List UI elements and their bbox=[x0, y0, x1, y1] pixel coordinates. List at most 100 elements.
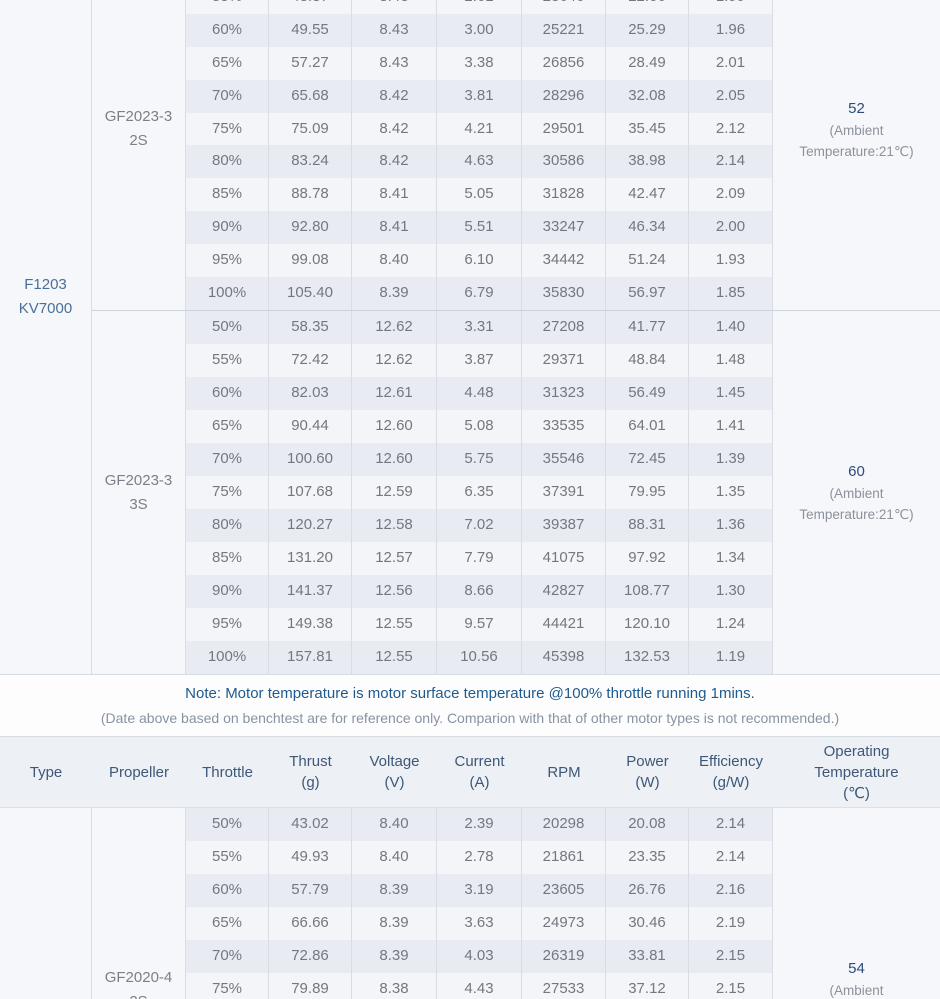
rpm-cell: 23605 bbox=[522, 874, 606, 907]
rpm-cell: 41075 bbox=[522, 542, 606, 575]
current-cell: 3.00 bbox=[437, 13, 522, 47]
current-cell: 4.21 bbox=[437, 112, 522, 146]
efficiency-cell: 1.24 bbox=[689, 608, 773, 641]
efficiency-cell: 2.14 bbox=[689, 808, 773, 841]
current-cell: 3.87 bbox=[437, 344, 522, 377]
propeller-label: GF2020-4 2S bbox=[104, 968, 173, 999]
rpm-cell: 27533 bbox=[522, 973, 606, 999]
table-row: 55% 72.42 12.62 3.87 29371 48.84 1.48 bbox=[186, 344, 773, 377]
voltage-cell: 8.40 bbox=[352, 808, 437, 841]
throttle-cell: 70% bbox=[186, 940, 269, 973]
header-voltage: Voltage (V) bbox=[369, 753, 420, 791]
rpm-cell: 33535 bbox=[522, 410, 606, 443]
voltage-cell: 8.43 bbox=[352, 0, 437, 14]
table-row: 75% 107.68 12.59 6.35 37391 79.95 1.35 bbox=[186, 476, 773, 509]
power-cell: 72.45 bbox=[606, 443, 689, 476]
efficiency-cell: 2.15 bbox=[689, 973, 773, 999]
ambient-note: (Ambient Temperature:21℃) bbox=[799, 486, 914, 522]
header-type: Type bbox=[29, 763, 63, 781]
section-gf2023-3-2s: GF2023-3 2S 55%43.878.432.612364622.061.… bbox=[92, 0, 940, 311]
throttle-cell: 55% bbox=[186, 344, 269, 377]
table-row: 60% 82.03 12.61 4.48 31323 56.49 1.45 bbox=[186, 377, 773, 410]
power-cell: 79.95 bbox=[606, 476, 689, 509]
header-efficiency: Efficiency (g/W) bbox=[699, 753, 763, 791]
power-cell: 132.53 bbox=[606, 641, 689, 674]
table-row: 50% 43.02 8.40 2.39 20298 20.08 2.14 bbox=[186, 808, 773, 841]
thrust-cell: 100.60 bbox=[269, 443, 352, 476]
power-cell: 30.46 bbox=[606, 907, 689, 940]
table-header-row: Type Propeller Throttle Thrust (g) Voltag… bbox=[0, 737, 940, 808]
voltage-cell: 8.42 bbox=[352, 79, 437, 113]
rpm-cell: 29371 bbox=[522, 344, 606, 377]
rpm-cell: 35830 bbox=[522, 277, 606, 310]
power-cell: 51.24 bbox=[606, 244, 689, 278]
power-cell: 35.45 bbox=[606, 112, 689, 146]
rpm-cell: 31828 bbox=[522, 178, 606, 212]
current-cell: 5.08 bbox=[437, 410, 522, 443]
power-cell: 25.29 bbox=[606, 13, 689, 47]
header-propeller: Propeller bbox=[108, 763, 170, 781]
thrust-cell: 75.09 bbox=[269, 112, 352, 146]
efficiency-cell: 2.05 bbox=[689, 79, 773, 113]
thrust-cell: 57.27 bbox=[269, 46, 352, 80]
table-row: 85% 131.20 12.57 7.79 41075 97.92 1.34 bbox=[186, 542, 773, 575]
power-cell: 41.77 bbox=[606, 311, 689, 344]
thrust-cell: 58.35 bbox=[269, 311, 352, 344]
table-row: 70% 72.86 8.39 4.03 26319 33.81 2.15 bbox=[186, 940, 773, 973]
voltage-cell: 8.40 bbox=[352, 841, 437, 874]
voltage-cell: 12.57 bbox=[352, 542, 437, 575]
voltage-cell: 12.59 bbox=[352, 476, 437, 509]
power-cell: 97.92 bbox=[606, 542, 689, 575]
rpm-cell: 31323 bbox=[522, 377, 606, 410]
thrust-cell: 120.27 bbox=[269, 509, 352, 542]
efficiency-cell: 1.99 bbox=[689, 0, 773, 14]
current-cell: 4.63 bbox=[437, 145, 522, 179]
efficiency-cell: 1.36 bbox=[689, 509, 773, 542]
voltage-cell: 12.55 bbox=[352, 641, 437, 674]
current-cell: 5.05 bbox=[437, 178, 522, 212]
table-row: 60% 57.79 8.39 3.19 23605 26.76 2.16 bbox=[186, 874, 773, 907]
table-row: 80% 120.27 12.58 7.02 39387 88.31 1.36 bbox=[186, 509, 773, 542]
efficiency-cell: 1.48 bbox=[689, 344, 773, 377]
throttle-cell: 100% bbox=[186, 641, 269, 674]
thrust-cell: 141.37 bbox=[269, 575, 352, 608]
voltage-cell: 8.43 bbox=[352, 46, 437, 80]
efficiency-cell: 2.12 bbox=[689, 112, 773, 146]
throttle-cell: 65% bbox=[186, 907, 269, 940]
thrust-cell: 88.78 bbox=[269, 178, 352, 212]
current-cell: 4.03 bbox=[437, 940, 522, 973]
note-block: Note: Motor temperature is motor surface… bbox=[0, 674, 940, 737]
temperature-value: 60 bbox=[848, 463, 865, 480]
table-row: 75% 75.09 8.42 4.21 29501 35.45 2.12 bbox=[186, 112, 773, 146]
current-cell: 4.48 bbox=[437, 377, 522, 410]
section-gf2020-4-2s: GF2020-4 2S 50%43.028.402.392029820.082.… bbox=[0, 808, 940, 999]
throttle-cell: 50% bbox=[186, 311, 269, 344]
table-row: 65% 57.27 8.43 3.38 26856 28.49 2.01 bbox=[186, 46, 773, 80]
voltage-cell: 12.58 bbox=[352, 509, 437, 542]
table-row: 100% 157.81 12.55 10.56 45398 132.53 1.19 bbox=[186, 641, 773, 674]
efficiency-cell: 1.96 bbox=[689, 13, 773, 47]
throttle-cell: 55% bbox=[186, 0, 269, 14]
power-cell: 23.35 bbox=[606, 841, 689, 874]
current-cell: 7.79 bbox=[437, 542, 522, 575]
rpm-cell: 39387 bbox=[522, 509, 606, 542]
temperature-cell: 60 (Ambient Temperature:21℃) bbox=[773, 311, 940, 674]
throttle-cell: 75% bbox=[186, 973, 269, 999]
table-row: 65% 66.66 8.39 3.63 24973 30.46 2.19 bbox=[186, 907, 773, 940]
rpm-cell: 45398 bbox=[522, 641, 606, 674]
efficiency-cell: 2.14 bbox=[689, 145, 773, 179]
throttle-cell: 95% bbox=[186, 608, 269, 641]
data-rows: 50% 58.35 12.62 3.31 27208 41.77 1.40 55% 72.42 1… bbox=[186, 311, 773, 674]
voltage-cell: 8.43 bbox=[352, 13, 437, 47]
throttle-cell: 90% bbox=[186, 211, 269, 245]
rpm-cell: 33247 bbox=[522, 211, 606, 245]
current-cell: 3.38 bbox=[437, 46, 522, 80]
throttle-cell: 60% bbox=[186, 13, 269, 47]
power-cell: 38.98 bbox=[606, 145, 689, 179]
table-row: 65% 90.44 12.60 5.08 33535 64.01 1.41 bbox=[186, 410, 773, 443]
throttle-cell: 75% bbox=[186, 112, 269, 146]
thrust-cell: 65.68 bbox=[269, 79, 352, 113]
rpm-cell: 20298 bbox=[522, 808, 606, 841]
ambient-note: (Ambient Temperature:21℃) bbox=[829, 983, 884, 998]
table-row: 70% 65.68 8.42 3.81 28296 32.08 2.05 bbox=[186, 79, 773, 113]
